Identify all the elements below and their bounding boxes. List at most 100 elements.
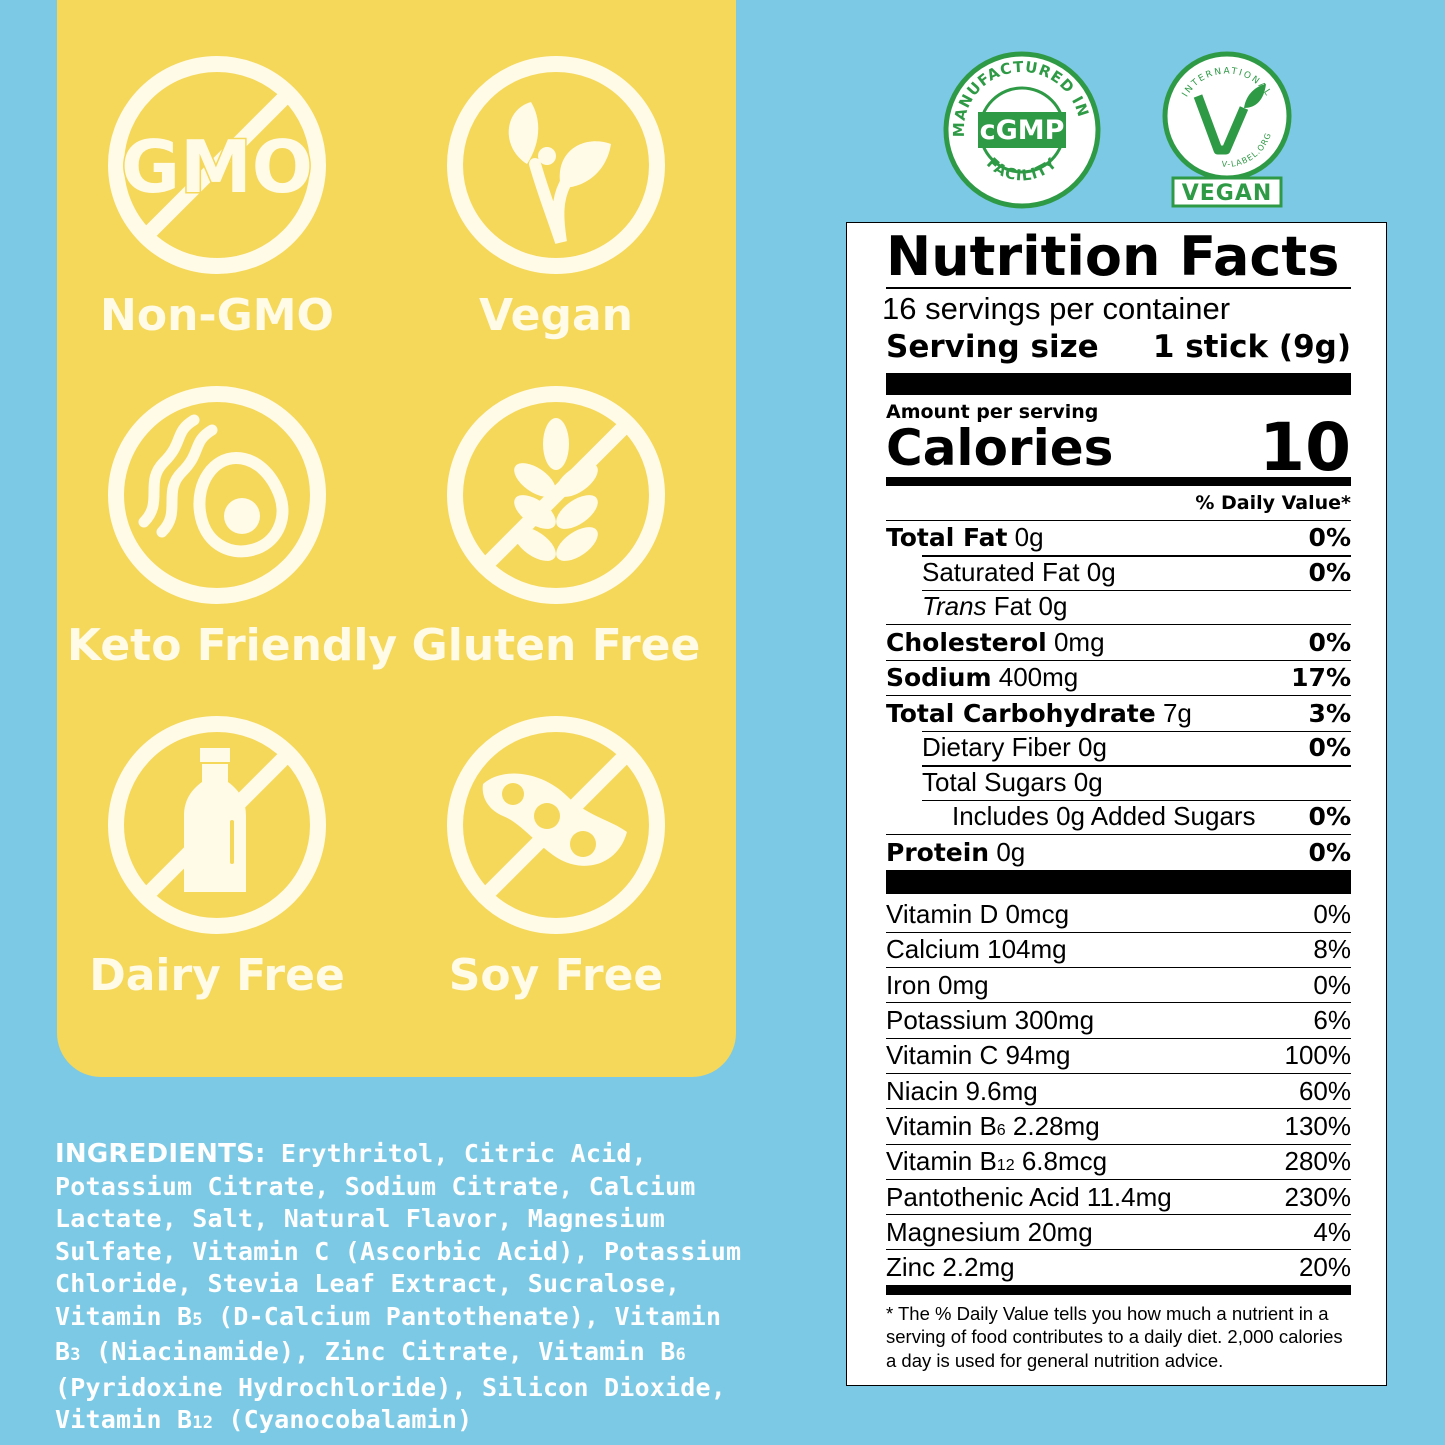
nutrient-label-italic: Trans bbox=[922, 591, 987, 622]
avocado-icon bbox=[108, 386, 326, 604]
nutrient-amount: 400mg bbox=[998, 662, 1079, 693]
svg-text:GMO: GMO bbox=[121, 125, 313, 209]
nutrient-label: Includes 0g Added Sugars bbox=[952, 801, 1256, 832]
nutrient-label: Dietary Fiber 0g bbox=[922, 732, 1107, 763]
divider-thick bbox=[886, 869, 1351, 894]
vitamin-label: Potassium 300mg bbox=[886, 1005, 1095, 1036]
nutrition-facts-label: Nutrition Facts 16 servings per containe… bbox=[846, 222, 1387, 1386]
ingredients-list-part: Erythritol, Citric Acid, Potassium Citra… bbox=[55, 1139, 742, 1331]
vitamin-dv: 20% bbox=[1298, 1252, 1351, 1283]
amount-per-serving: Amount per serving bbox=[886, 400, 1099, 423]
badge-label: Dairy Free bbox=[89, 950, 345, 1001]
vitamin-label: Vitamin C 94mg bbox=[886, 1040, 1071, 1071]
nutrient-dv: 0% bbox=[1308, 837, 1351, 867]
divider-thick bbox=[886, 372, 1351, 395]
calories-row: Calories 10 bbox=[886, 408, 1351, 486]
badge-vegan: Vegan bbox=[406, 52, 706, 342]
daily-value-footnote: * The % Daily Value tells you how much a… bbox=[886, 1302, 1343, 1371]
nutrient-label: Protein bbox=[886, 837, 990, 867]
calories-value: 10 bbox=[1259, 408, 1351, 486]
nutrient-label: Total Sugars 0g bbox=[922, 766, 1103, 797]
badge-soy-free: Soy Free bbox=[406, 712, 706, 1002]
subscript: 12 bbox=[996, 1157, 1015, 1175]
nutrient-amount: 0mg bbox=[1053, 626, 1105, 657]
vitamin-label: Iron 0mg bbox=[886, 969, 989, 1000]
vitamin-dv: 8% bbox=[1313, 934, 1351, 965]
nutrient-row-total-carbohydrate: Total Carbohydrate 7g 3% bbox=[886, 695, 1351, 731]
badge-keto: Keto Friendly bbox=[67, 382, 398, 672]
vitamin-label: Vitamin D 0mcg bbox=[886, 899, 1070, 930]
vitamin-row: Iron 0mg 0% bbox=[886, 967, 1351, 1002]
vitamin-label: Magnesium 20mg bbox=[886, 1216, 1093, 1247]
vitamin-dv: 6% bbox=[1313, 1005, 1351, 1036]
vitamin-dv: 280% bbox=[1284, 1146, 1352, 1177]
vitamin-row: Magnesium 20mg 4% bbox=[886, 1214, 1351, 1249]
vitamin-row: Potassium 300mg 6% bbox=[886, 1002, 1351, 1037]
svg-text:VEGAN: VEGAN bbox=[1182, 181, 1273, 206]
badge-panel: GMO Non-GMO Vegan Keto Friendly bbox=[57, 0, 736, 1077]
vitamin-row: Vitamin B6 2.28mg 130% bbox=[886, 1108, 1351, 1143]
nutrition-title: Nutrition Facts bbox=[886, 225, 1340, 288]
vitamin-dv: 60% bbox=[1298, 1075, 1351, 1106]
serving-size-value: 1 stick (9g) bbox=[1152, 328, 1351, 365]
nutrient-label: Sodium bbox=[886, 663, 992, 693]
divider-medium bbox=[886, 1284, 1351, 1295]
divider-medium bbox=[886, 476, 1351, 486]
nutrient-dv: 0% bbox=[1308, 557, 1351, 587]
serving-size: Serving size 1 stick (9g) bbox=[886, 329, 1351, 365]
badge-dairy-free: Dairy Free bbox=[67, 712, 367, 1002]
ingredients-text: INGREDIENTS: Erythritol, Citric Acid, Po… bbox=[55, 1138, 745, 1440]
nutrient-label: Cholesterol bbox=[886, 627, 1047, 657]
nutrient-dv: 0% bbox=[1308, 523, 1351, 553]
vitamin-row: Zinc 2.2mg 20% bbox=[886, 1249, 1351, 1284]
serving-size-label: Serving size bbox=[886, 328, 1099, 365]
subscript: 6 bbox=[996, 1121, 1006, 1139]
nutrient-row-dietary-fiber: Dietary Fiber 0g 0% bbox=[886, 730, 1351, 766]
nutrient-dv: 3% bbox=[1308, 698, 1351, 728]
no-milk-bottle-icon bbox=[108, 716, 326, 934]
nutrient-row-saturated-fat: Saturated Fat 0g 0% bbox=[886, 555, 1351, 590]
vitamin-row: Niacin 9.6mg 60% bbox=[886, 1072, 1351, 1108]
vegan-plant-icon bbox=[447, 56, 665, 274]
vitamin-row: Vitamin D 0mcg 0% bbox=[886, 898, 1351, 932]
nutrient-dv: 0% bbox=[1308, 733, 1351, 763]
nutrient-dv: 0% bbox=[1308, 802, 1351, 832]
no-gmo-icon: GMO bbox=[108, 56, 326, 274]
vitamin-label: Pantothenic Acid 11.4mg bbox=[886, 1181, 1172, 1212]
vitamin-label: Vitamin B bbox=[886, 1146, 997, 1177]
ingredients-list-part: (Niacinamide), Zinc Citrate, Vitamin B bbox=[80, 1337, 676, 1366]
vitamin-label: Niacin 9.6mg bbox=[886, 1075, 1038, 1106]
subscript: 3 bbox=[70, 1345, 81, 1365]
v-label-vegan-seal-icon: INTERNATIONAL V-LABEL.ORG VEGAN bbox=[1162, 51, 1292, 208]
badge-label: Vegan bbox=[479, 290, 633, 341]
servings-per-container: 16 servings per container bbox=[882, 290, 1231, 326]
vitamin-label: Vitamin B bbox=[886, 1110, 997, 1141]
vitamin-amount: 6.8mcg bbox=[1014, 1146, 1108, 1177]
vitamin-dv: 230% bbox=[1284, 1181, 1352, 1212]
vitamin-row: Vitamin C 94mg 100% bbox=[886, 1037, 1351, 1073]
badge-gluten-free: Gluten Free bbox=[406, 382, 706, 672]
badge-label: Non-GMO bbox=[100, 290, 334, 341]
vitamin-row: Pantothenic Acid 11.4mg 230% bbox=[886, 1178, 1352, 1214]
cgmp-seal-icon: MANUFACTURED IN A FACILITY cGMP bbox=[942, 50, 1101, 209]
vitamin-list: Vitamin D 0mcg 0% Calcium 104mg 8% Iron … bbox=[886, 898, 1351, 1285]
daily-value-header: % Daily Value* bbox=[1195, 491, 1351, 514]
nutrient-amount: 0g bbox=[1014, 522, 1044, 553]
nutrient-dv: 17% bbox=[1291, 663, 1351, 693]
subscript: 6 bbox=[675, 1345, 686, 1365]
nutrient-amount: 0g bbox=[996, 836, 1026, 867]
badge-label: Keto Friendly bbox=[67, 620, 398, 671]
nutrient-label: Total Carbohydrate bbox=[886, 698, 1156, 728]
nutrient-row-trans-fat: Trans Fat 0g bbox=[886, 589, 1351, 625]
vitamin-dv: 130% bbox=[1284, 1110, 1352, 1141]
ingredients-list-part: (Pyridoxine Hydrochloride), Silicon Diox… bbox=[55, 1372, 727, 1435]
badge-label: Gluten Free bbox=[411, 620, 701, 671]
nutrient-row-total-fat: Total Fat 0g 0% bbox=[886, 519, 1351, 556]
vitamin-dv: 0% bbox=[1313, 969, 1351, 1000]
badge-label: Soy Free bbox=[448, 950, 664, 1001]
nutrient-label: Saturated Fat 0g bbox=[922, 556, 1116, 587]
ingredients-list-part: (Cyanocobalamin) bbox=[213, 1405, 473, 1434]
vitamin-row: Calcium 104mg 8% bbox=[886, 931, 1351, 967]
vitamin-dv: 4% bbox=[1313, 1216, 1351, 1247]
vitamin-label: Zinc 2.2mg bbox=[886, 1252, 1015, 1283]
